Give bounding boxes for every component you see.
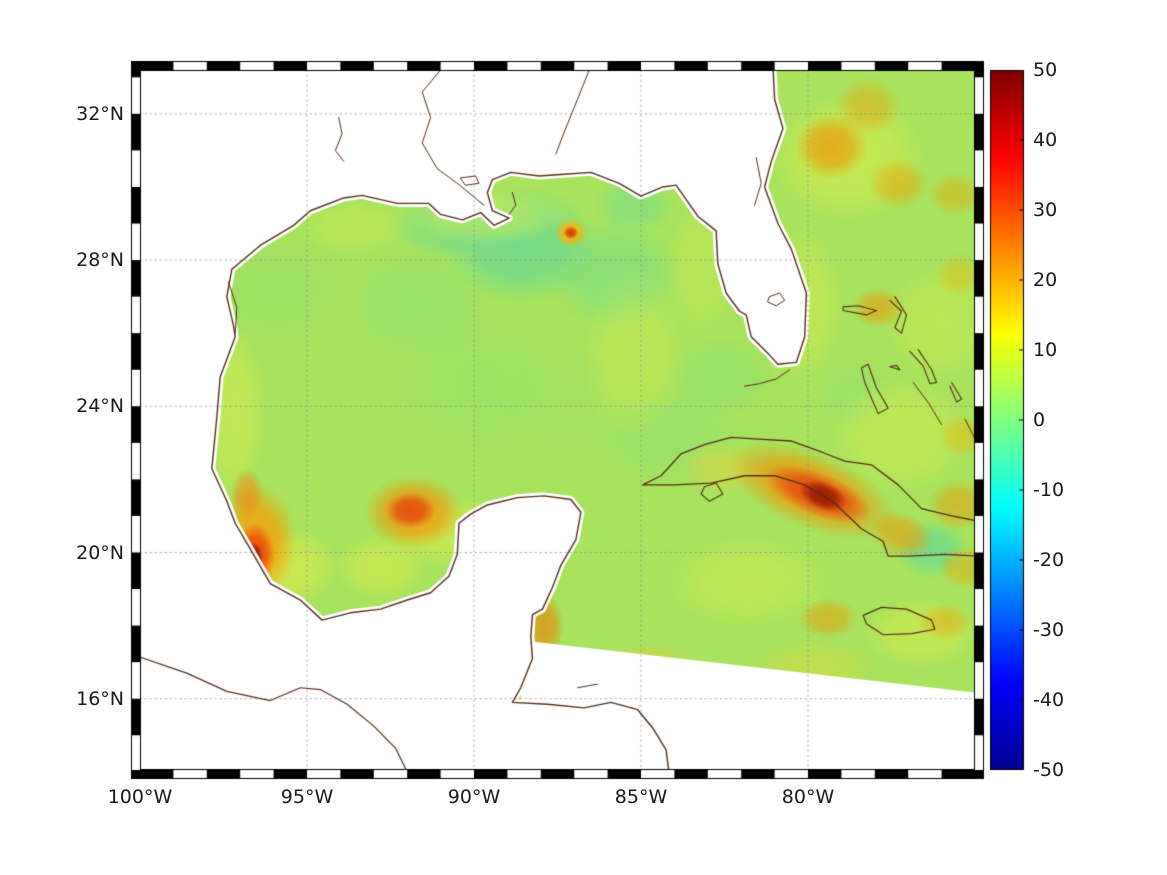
map-figure: 100°W 95°W 90°W 85°W 80°W 16°N 20°N 24°N 28°N 32°… xyxy=(0,0,1167,875)
map-plot-canvas xyxy=(0,0,1167,875)
